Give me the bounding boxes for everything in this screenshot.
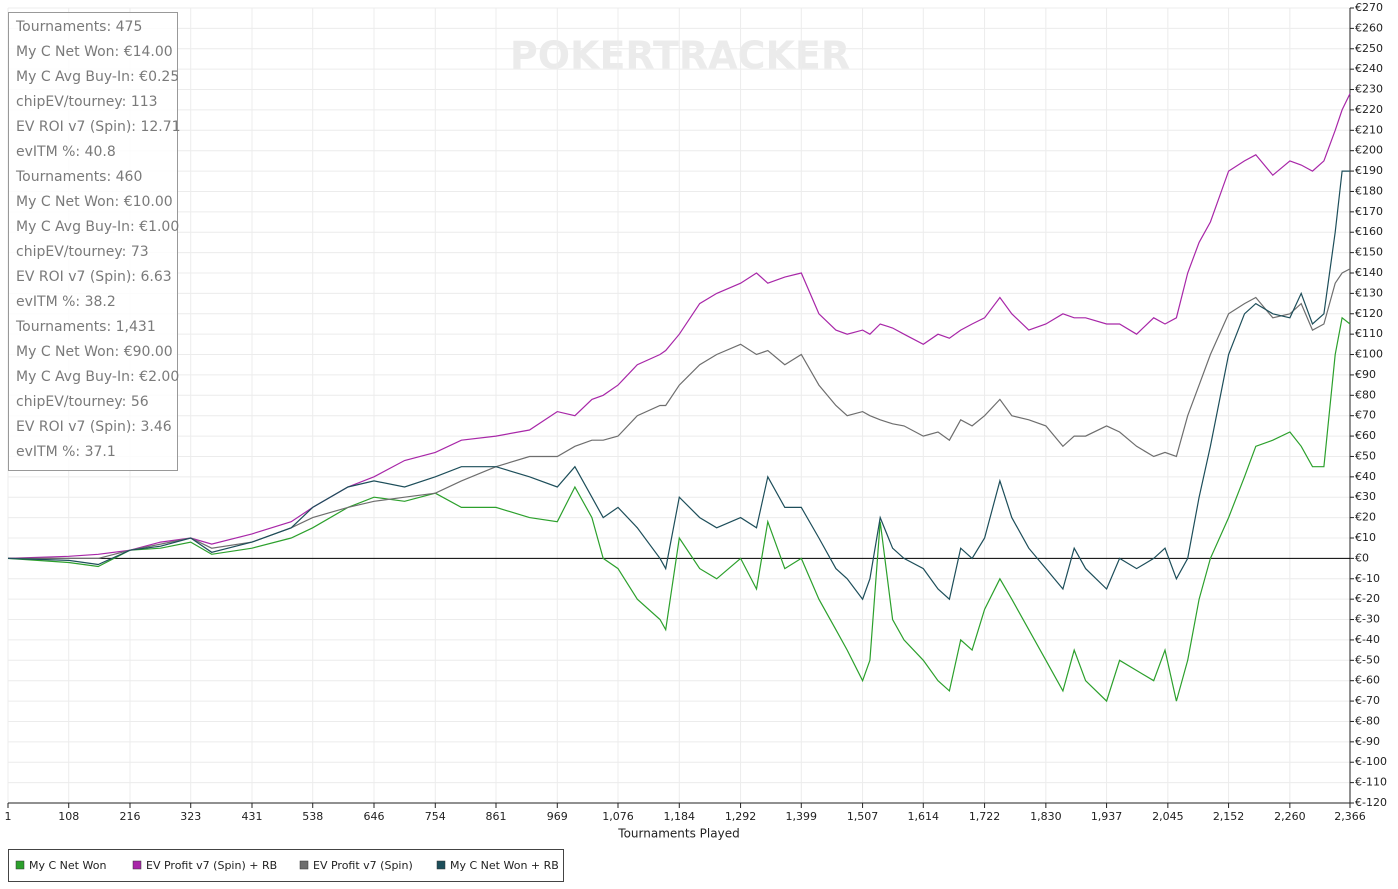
x-tick-label: 1,937 [1091, 810, 1123, 823]
x-tick-label: 969 [547, 810, 568, 823]
y-tick-label: €-80 [1355, 714, 1380, 727]
stats-text: evITM %: 38.2 [16, 294, 116, 310]
y-tick-label: €160 [1355, 225, 1383, 238]
y-tick-label: €190 [1355, 164, 1383, 177]
stats-text: Tournaments: 460 [15, 169, 142, 185]
x-tick-label: 1,399 [786, 810, 818, 823]
x-tick-label: 2,366 [1334, 810, 1366, 823]
stats-text: chipEV/tourney: 113 [16, 94, 158, 110]
x-tick-label: 1 [5, 810, 12, 823]
series-line [7, 316, 1351, 703]
stats-box [8, 12, 178, 471]
x-tick-label: 216 [120, 810, 141, 823]
legend-swatch [15, 860, 25, 870]
y-tick-label: €90 [1355, 368, 1376, 381]
y-tick-label: €-50 [1355, 653, 1380, 666]
y-tick-label: €-100 [1355, 755, 1387, 768]
stats-text: evITM %: 40.8 [16, 144, 116, 160]
y-tick-label: €30 [1355, 490, 1376, 503]
legend-label: My C Net Won + RB [450, 859, 559, 872]
x-tick-label: 1,507 [847, 810, 879, 823]
series-line [8, 268, 1351, 559]
legend-box [8, 849, 564, 882]
y-tick-label: €-20 [1355, 592, 1380, 605]
stats-text: chipEV/tourney: 73 [16, 244, 149, 260]
y-tick-label: €210 [1355, 123, 1383, 136]
legend-swatch [436, 860, 446, 870]
y-tick-label: €10 [1355, 531, 1376, 544]
x-tick-label: 1,722 [969, 810, 1001, 823]
x-tick-label: 2,152 [1213, 810, 1245, 823]
stats-text: EV ROI v7 (Spin): 3.46 [16, 419, 172, 435]
stats-text: My C Net Won: €90.00 [16, 344, 173, 360]
y-tick-label: €270 [1355, 1, 1383, 14]
y-tick-label: €-120 [1355, 796, 1387, 809]
y-tick-label: €220 [1355, 103, 1383, 116]
x-tick-label: 646 [364, 810, 385, 823]
y-tick-label: €-90 [1355, 735, 1380, 748]
y-tick-label: €-30 [1355, 613, 1380, 626]
x-tick-label: 1,830 [1030, 810, 1062, 823]
y-tick-label: €250 [1355, 42, 1383, 55]
y-tick-label: €180 [1355, 184, 1383, 197]
stats-text: Tournaments: 1,431 [15, 319, 156, 335]
stats-text: My C Avg Buy-In: €1.00 [16, 219, 179, 235]
y-tick-label: €-110 [1355, 776, 1387, 789]
y-tick-label: €100 [1355, 348, 1383, 361]
y-tick-label: €120 [1355, 307, 1383, 320]
y-tick-label: €140 [1355, 266, 1383, 279]
stats-text: My C Net Won: €10.00 [16, 194, 173, 210]
y-tick-label: €200 [1355, 144, 1383, 157]
x-tick-label: 1,076 [602, 810, 634, 823]
x-tick-label: 1,614 [908, 810, 940, 823]
y-tick-label: €230 [1355, 83, 1383, 96]
x-tick-label: 431 [242, 810, 263, 823]
y-tick-label: €150 [1355, 246, 1383, 259]
x-tick-label: 108 [58, 810, 79, 823]
x-tick-label: 861 [486, 810, 507, 823]
watermark: POKERTRACKER [510, 34, 850, 78]
stats-text: EV ROI v7 (Spin): 6.63 [16, 269, 172, 285]
stats-text: My C Avg Buy-In: €2.00 [16, 369, 179, 385]
legend-label: EV Profit v7 (Spin) [313, 859, 413, 872]
legend-swatch [132, 860, 142, 870]
legend-label: My C Net Won [29, 859, 106, 872]
stats-text: My C Net Won: €14.00 [16, 44, 173, 60]
x-tick-label: 2,260 [1274, 810, 1306, 823]
y-tick-label: €20 [1355, 511, 1376, 524]
x-tick-label: 2,045 [1152, 810, 1184, 823]
y-tick-label: €-70 [1355, 694, 1380, 707]
stats-text: chipEV/tourney: 56 [16, 394, 149, 410]
y-tick-label: €240 [1355, 62, 1383, 75]
stats-text: evITM %: 37.1 [16, 444, 116, 460]
stats-text: Tournaments: 475 [15, 19, 142, 35]
x-axis-label: Tournaments Played [617, 827, 739, 841]
y-tick-label: €260 [1355, 21, 1383, 34]
x-tick-label: 538 [302, 810, 323, 823]
y-tick-label: €-60 [1355, 674, 1380, 687]
y-tick-label: €0 [1355, 551, 1369, 564]
y-tick-label: €-40 [1355, 633, 1380, 646]
y-tick-label: €110 [1355, 327, 1383, 340]
y-tick-label: €50 [1355, 449, 1376, 462]
y-tick-label: €60 [1355, 429, 1376, 442]
y-tick-label: €70 [1355, 409, 1376, 422]
x-tick-label: 754 [425, 810, 446, 823]
series-line [7, 170, 1350, 601]
stats-text: EV ROI v7 (Spin): 12.71 [16, 119, 181, 135]
stats-text: My C Avg Buy-In: €0.25 [16, 69, 179, 85]
y-tick-label: €130 [1355, 286, 1383, 299]
x-tick-label: 1,292 [725, 810, 757, 823]
y-tick-label: €80 [1355, 388, 1376, 401]
y-tick-label: €-10 [1355, 572, 1380, 585]
y-tick-label: €170 [1355, 205, 1383, 218]
y-tick-label: €40 [1355, 470, 1376, 483]
x-tick-label: 323 [180, 810, 201, 823]
x-tick-label: 1,184 [664, 810, 696, 823]
legend-label: EV Profit v7 (Spin) + RB [146, 859, 277, 872]
series-line [7, 93, 1351, 559]
legend-swatch [299, 860, 309, 870]
